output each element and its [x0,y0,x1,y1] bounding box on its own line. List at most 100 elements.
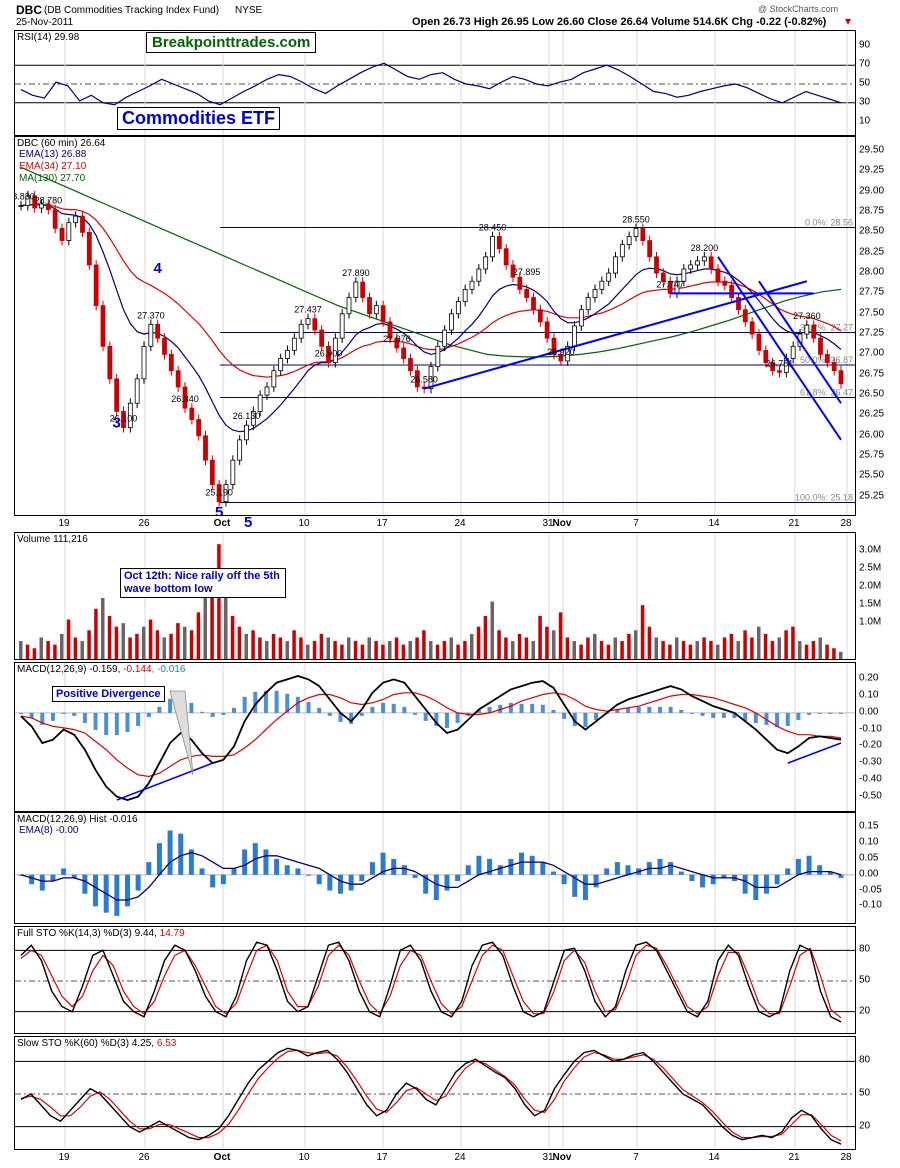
xax-main-tick-8: 7 [633,518,639,529]
hist-bar-53 [582,874,588,901]
candle-body-80 [565,345,571,362]
candle-body-14 [114,378,120,412]
hist-bar-27 [306,874,312,876]
volume-bar-57 [408,641,412,659]
hist-y-tick-3: 0.00 [859,868,879,880]
candle-body-29 [216,484,222,503]
macd-hist-bar-54 [594,712,599,720]
volume-bar-19 [148,619,153,659]
hist-bar-73 [795,858,801,875]
price-annotation-17: 28.200 [691,243,719,253]
hist-bar-32 [359,874,365,882]
volume-bar-23 [176,623,180,659]
volume-bar-71 [504,637,508,659]
macd-y-tick-7: -0.50 [859,790,882,802]
price-annotation-4: 26.340 [171,394,199,404]
hist-bar-62 [678,871,684,875]
xax-main-tick-6: 31 [542,518,554,529]
xax-main-tick-2: Oct [213,518,231,529]
volume-bar-40 [292,630,296,659]
volume-bar-59 [422,630,426,659]
etf-banner: Commodities ETF [117,107,281,130]
volume-y-tick-4: 1.0M [859,616,882,628]
macd-hist-bar-73 [796,712,801,720]
volume-bar-22 [169,633,173,659]
hist-bar-12 [146,862,152,875]
hist-bar-54 [593,874,599,888]
volume-bar-99 [695,641,699,659]
xax-main-tick-0: 19 [58,518,70,529]
price-y-tick-5: 28.25 [859,246,885,258]
candle-body-64 [455,301,461,315]
volume-bar-101 [709,641,713,659]
volume-bar-95 [668,644,672,659]
candle-body-78 [551,337,557,355]
macd-hist-bar-40 [444,712,449,728]
macd-hist-bar-72 [785,712,790,726]
macd-hist-bar-76 [828,712,833,714]
hist-bar-30 [337,874,343,894]
volume-bar-120 [839,651,843,659]
volume-bar-17 [135,633,139,659]
hist-bar-52 [572,874,578,897]
hist-bar-34 [380,852,386,875]
volume-bar-25 [189,630,194,659]
macd-plot [15,663,855,811]
hist-bar-25 [284,865,290,875]
volume-bar-52 [374,641,378,659]
volume-bar-56 [401,644,406,659]
volume-bar-69 [490,601,494,659]
candle-body-40 [291,337,297,351]
macd-hist-bar-61 [668,706,673,713]
candle-body-101 [708,256,714,270]
hist-bar-42 [465,865,471,875]
rsi-y-tick-2: 50 [859,77,871,89]
macd-hist-bar-26 [295,696,300,713]
volume-bar-38 [278,637,283,659]
macd-hist-bar-47 [519,703,524,713]
full-sto-k-line [20,941,842,1023]
candle-body-87 [613,256,618,274]
xax-bottom-tick-6: 31 [542,1152,554,1163]
ma130-legend: MA(130) 27.70 [19,173,86,184]
volume-bar-31 [230,615,235,659]
volume-bar-67 [476,626,481,659]
candle-body-19 [148,323,154,347]
slow-sto-k-line [20,1047,842,1145]
candle-body-7 [66,222,72,241]
price-annotation-7: 27.437 [294,305,322,315]
slow-sto-plot [15,1037,855,1149]
hist-bar-9 [114,874,120,916]
hist-bar-3 [50,874,56,882]
macd-hist-bar-64 [700,712,705,716]
volume-label: Volume 111,216 [17,534,88,545]
volume-bar-48 [347,637,351,659]
candle-body-88 [619,244,625,258]
macd-hist-bar-1 [29,712,34,718]
macd-hist-bar-3 [50,712,55,721]
macd-hist-bar-66 [721,712,726,718]
hist-bar-24 [274,858,280,875]
candle-body-15 [121,410,126,429]
xax-bottom-tick-2: Oct [213,1152,231,1163]
slow-sto-y-tick-0: 80 [859,1054,871,1066]
candle-body-51 [367,297,372,315]
hist-bar-36 [401,865,407,875]
candle-body-2 [32,195,38,209]
volume-bar-111 [777,637,781,659]
candle-body-23 [175,370,181,388]
price-y-tick-13: 26.25 [859,408,885,420]
candle-body-28 [209,459,215,485]
hist-ema-line [20,851,842,901]
volume-y-tick-0: 3.0M [859,544,882,556]
fib-label-0: 0.0%: 28.56 [805,218,853,228]
volume-bar-18 [142,626,146,659]
xax-bottom-tick-5: 24 [454,1152,466,1163]
candle-body-26 [196,419,202,437]
candle-body-69 [490,236,495,258]
hist-bar-11 [135,874,141,891]
hist-bar-55 [604,868,610,875]
volume-bar-66 [470,633,474,659]
volume-bar-54 [388,641,392,659]
macd-hist-bar-37 [413,712,418,715]
